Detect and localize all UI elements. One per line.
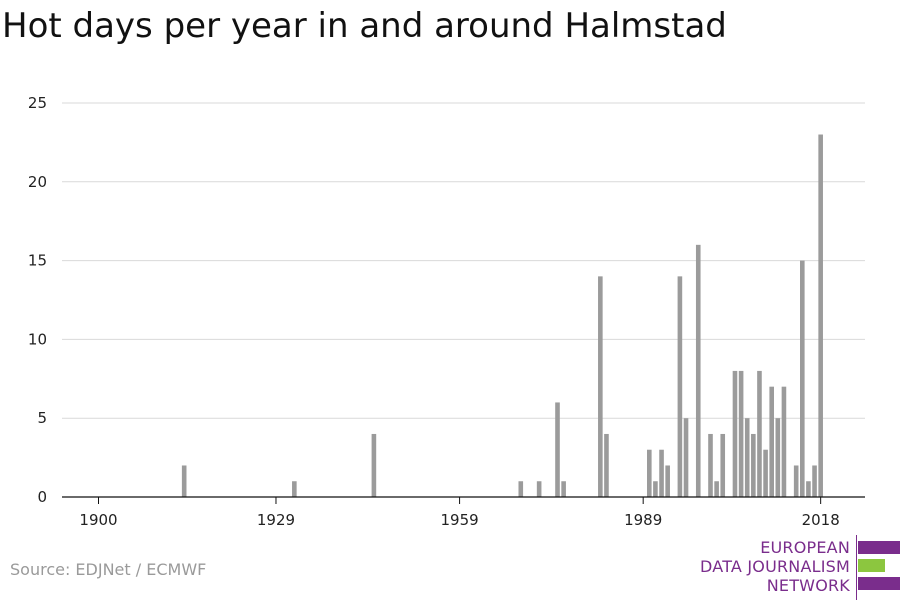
bar-1969 [518,481,524,497]
bar-1995 [677,276,683,497]
bar-chart: 0 5 10 15 20 25 1900 1929 1959 1989 2018 [28,94,865,529]
gridlines [62,102,865,419]
x-tick-label: 1989 [624,511,662,529]
bar-2015 [800,260,805,497]
bar-2004 [732,370,738,497]
logo-bar-bottom [858,577,900,590]
logo-divider [856,535,857,600]
bar-2017 [812,465,817,497]
bar-2009 [763,449,768,497]
bar-2005 [738,370,744,497]
bar-1932 [292,481,297,497]
bar-2010 [769,386,774,497]
bar-2008 [757,370,762,497]
bar-2018 [818,134,823,497]
bar-1993 [665,465,670,497]
logo-text-network: NETWORK [766,576,850,595]
bar-1975 [555,402,560,497]
bar-1992 [659,449,664,497]
x-tick-label: 1959 [440,511,478,529]
bar-1976 [561,481,566,497]
x-tick-label: 1900 [79,511,117,529]
bars [181,134,823,497]
bar-1945 [371,433,377,497]
bar-1972 [536,481,542,497]
y-tick-label: 20 [28,173,47,191]
bar-2014 [793,465,799,497]
bar-1983 [604,433,609,497]
y-tick-label: 15 [28,252,47,270]
bar-1914 [181,465,187,497]
bar-1982 [598,276,603,497]
bar-2011 [775,418,781,497]
bar-2016 [806,481,811,497]
y-tick-label: 5 [37,409,47,427]
bar-2001 [714,481,719,497]
bar-1991 [653,481,658,497]
logo-text-european: EUROPEAN [760,538,850,557]
bar-2000 [708,433,713,497]
edjnet-logo[interactable]: EUROPEAN DATA JOURNALISM NETWORK [700,535,900,600]
chart-title: Hot days per year in and around Halmstad [2,6,727,46]
logo-bar-middle [858,559,885,572]
y-tick-label: 25 [28,94,47,112]
bar-2002 [720,433,726,497]
y-tick-label: 0 [37,488,47,506]
logo-bar-top [858,541,900,554]
bar-1998 [695,244,701,497]
bar-1990 [647,449,652,497]
bar-2006 [744,418,750,497]
y-tick-label: 10 [28,330,47,348]
x-tick-label: 2018 [802,511,840,529]
bar-1996 [683,418,689,497]
bar-2007 [751,433,756,497]
axes: 0 5 10 15 20 25 1900 1929 1959 1989 2018 [28,94,865,529]
bar-2012 [781,386,787,497]
source-note: Source: EDJNet / ECMWF [10,560,207,579]
logo-text-data-journalism: DATA JOURNALISM [700,557,850,576]
x-tick-label: 1929 [257,511,295,529]
